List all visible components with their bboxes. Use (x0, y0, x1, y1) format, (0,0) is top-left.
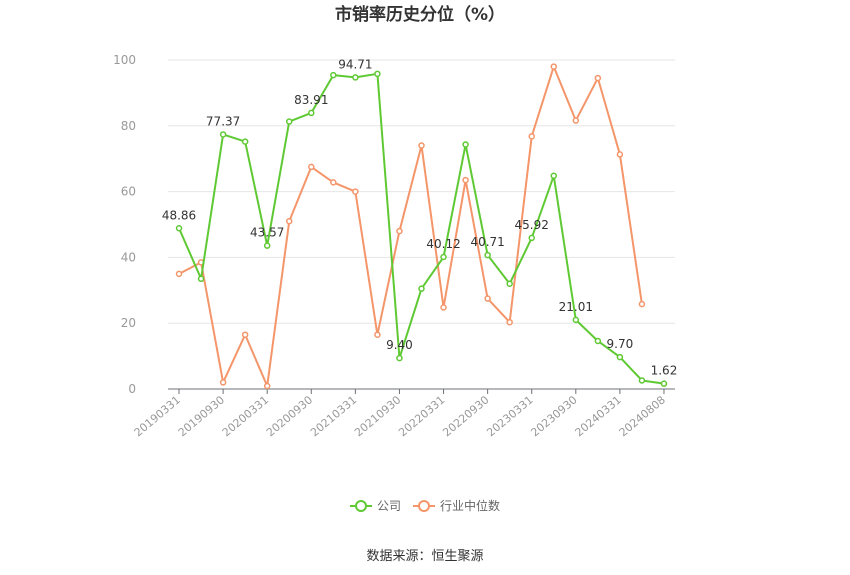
data-point-industry-median[interactable] (308, 163, 315, 171)
data-label: 43.57 (250, 226, 284, 240)
legend-item-industry-median[interactable]: 行业中位数 (413, 498, 500, 513)
data-label: 9.40 (386, 338, 413, 352)
x-tick-label: 20210331 (308, 393, 359, 439)
data-point-company[interactable] (484, 251, 491, 259)
data-point-company[interactable] (396, 354, 403, 362)
y-tick-label: 80 (121, 119, 136, 133)
data-point-company[interactable] (263, 242, 271, 249)
data-label: 9.70 (607, 337, 634, 351)
data-label: 94.71 (338, 57, 372, 71)
data-point-industry-median[interactable] (374, 331, 381, 338)
x-tick-label: 20210930 (352, 393, 403, 439)
data-point-industry-median[interactable] (241, 331, 249, 338)
grid-lines (168, 59, 675, 324)
data-point-industry-median[interactable] (440, 304, 447, 311)
data-point-industry-median[interactable] (484, 295, 491, 302)
legend-item-company[interactable]: 公司 (350, 499, 401, 513)
data-point-company[interactable] (440, 253, 447, 261)
x-tick-label: 20200930 (264, 393, 315, 439)
data-point-company[interactable] (462, 141, 469, 148)
data-point-company[interactable] (374, 70, 381, 78)
data-point-industry-median[interactable] (418, 142, 425, 149)
legend-label: 公司 (377, 499, 401, 513)
x-tick-label: 20220930 (440, 393, 491, 439)
x-tick-label: 20200331 (220, 393, 271, 439)
data-point-industry-median[interactable] (263, 382, 271, 390)
data-point-company[interactable] (219, 131, 227, 138)
x-tick-label: 20230331 (484, 393, 535, 439)
data-point-industry-median[interactable] (594, 74, 602, 82)
y-tick-label: 40 (121, 250, 136, 264)
data-point-company[interactable] (241, 138, 249, 145)
axes: 0 20 40 60 80 100 2019033120190930202003312020… (113, 53, 675, 439)
data-point-industry-median[interactable] (572, 117, 580, 124)
data-point-company[interactable] (352, 74, 359, 81)
data-label: 40.12 (426, 237, 460, 251)
data-point-industry-median[interactable] (219, 379, 227, 386)
x-tick-label: 20220331 (396, 393, 447, 439)
data-labels: 48.86 77.37 43.57 83.91 94.71 9.40 40.12 40.71 4… (162, 57, 677, 377)
source-note: 数据来源：恒生聚源 (366, 549, 483, 564)
data-point-company[interactable] (616, 353, 624, 361)
data-point-company[interactable] (175, 225, 183, 232)
data-point-industry-median[interactable] (528, 133, 535, 140)
data-point-company[interactable] (330, 71, 337, 79)
data-point-industry-median[interactable] (285, 217, 293, 225)
data-point-industry-median[interactable] (616, 151, 624, 158)
data-point-company[interactable] (660, 380, 668, 387)
x-tick-label: 20240808 (617, 393, 668, 439)
data-point-company[interactable] (418, 285, 425, 292)
data-label: 1.62 (651, 364, 678, 378)
data-label: 48.86 (162, 208, 196, 222)
legend-label: 行业中位数 (440, 498, 500, 513)
data-point-industry-median[interactable] (352, 188, 359, 195)
data-point-company[interactable] (308, 109, 315, 117)
data-label: 77.37 (206, 114, 240, 128)
data-point-company[interactable] (285, 118, 293, 125)
data-point-industry-median[interactable] (330, 179, 337, 186)
x-tick-label: 20230930 (528, 393, 579, 439)
y-tick-label: 100 (113, 53, 136, 67)
data-point-company[interactable] (506, 280, 513, 287)
legend[interactable]: 公司 行业中位数 (350, 498, 500, 513)
x-tick-label: 20240331 (573, 393, 624, 439)
data-label: 21.01 (559, 300, 593, 314)
data-point-industry-median[interactable] (550, 63, 558, 70)
y-tick-label: 20 (121, 316, 136, 330)
y-tick-label: 0 (128, 382, 136, 396)
series-line-industry-median (178, 65, 643, 388)
data-point-company[interactable] (197, 275, 205, 283)
chart-title: 市销率历史分位（%） (335, 4, 505, 25)
data-label: 83.91 (294, 93, 328, 107)
x-tick-label: 20190930 (176, 393, 227, 439)
data-label: 40.71 (470, 235, 504, 249)
data-point-company[interactable] (550, 172, 558, 180)
data-point-industry-median[interactable] (462, 176, 469, 184)
x-tick-label: 20190331 (132, 393, 183, 439)
data-point-company[interactable] (638, 377, 646, 384)
data-point-industry-median[interactable] (506, 318, 513, 326)
data-point-industry-median[interactable] (638, 300, 646, 308)
data-point-industry-median[interactable] (396, 227, 403, 235)
data-point-company[interactable] (528, 234, 535, 242)
data-point-company[interactable] (572, 316, 580, 324)
y-tick-label: 60 (121, 185, 136, 199)
data-label: 45.92 (515, 218, 549, 232)
legend-marker (418, 500, 430, 512)
series-layer (175, 63, 668, 390)
legend-marker (355, 500, 367, 512)
data-point-industry-median[interactable] (175, 270, 183, 278)
data-point-company[interactable] (594, 337, 602, 345)
